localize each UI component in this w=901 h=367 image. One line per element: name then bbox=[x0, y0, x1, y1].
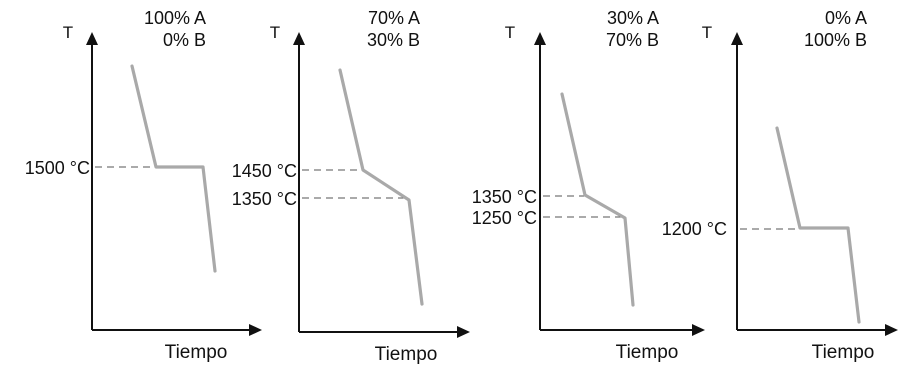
composition-label: 100% B bbox=[804, 30, 867, 50]
y-axis-arrow-icon bbox=[731, 32, 743, 45]
x-axis-label: Tiempo bbox=[165, 342, 228, 363]
x-axis-arrow-icon bbox=[885, 324, 898, 336]
x-axis-arrow-icon bbox=[692, 324, 705, 336]
x-axis-arrow-icon bbox=[249, 324, 262, 336]
y-axis-arrow-icon bbox=[293, 32, 305, 45]
composition-label: 100% A bbox=[144, 8, 206, 28]
composition-label: 0% B bbox=[163, 30, 206, 50]
composition-label: 30% A bbox=[607, 8, 659, 28]
temperature-label: 1500 °C bbox=[25, 158, 90, 178]
x-axis-label: Tiempo bbox=[812, 342, 875, 363]
composition-label: 70% B bbox=[606, 30, 659, 50]
cooling-curve-panel: T Tiempo 100% A0% B 1500 °C bbox=[25, 8, 262, 363]
y-axis-label: T bbox=[63, 23, 73, 42]
x-axis-label: Tiempo bbox=[375, 344, 438, 365]
x-axis-arrow-icon bbox=[457, 326, 470, 338]
cooling-curve-panel: T Tiempo 70% A30% B 1450 °C 1350 °C bbox=[232, 8, 470, 365]
temperature-label: 1200 °C bbox=[662, 219, 727, 239]
composition-label: 30% B bbox=[367, 30, 420, 50]
y-axis-arrow-icon bbox=[534, 32, 546, 45]
composition-label: 0% A bbox=[825, 8, 867, 28]
composition-label: 70% A bbox=[368, 8, 420, 28]
y-axis-label: T bbox=[270, 23, 280, 42]
y-axis-label: T bbox=[702, 23, 712, 42]
cooling-curve-line bbox=[338, 68, 424, 306]
cooling-curve-line bbox=[130, 64, 217, 273]
temperature-label: 1350 °C bbox=[232, 189, 297, 209]
y-axis-arrow-icon bbox=[86, 32, 98, 45]
cooling-curve-line bbox=[560, 92, 635, 307]
y-axis-label: T bbox=[505, 23, 515, 42]
temperature-label: 1450 °C bbox=[232, 161, 297, 181]
temperature-label: 1250 °C bbox=[472, 208, 537, 228]
temperature-label: 1350 °C bbox=[472, 187, 537, 207]
x-axis-label: Tiempo bbox=[616, 342, 679, 363]
cooling-curve-line bbox=[775, 126, 861, 324]
